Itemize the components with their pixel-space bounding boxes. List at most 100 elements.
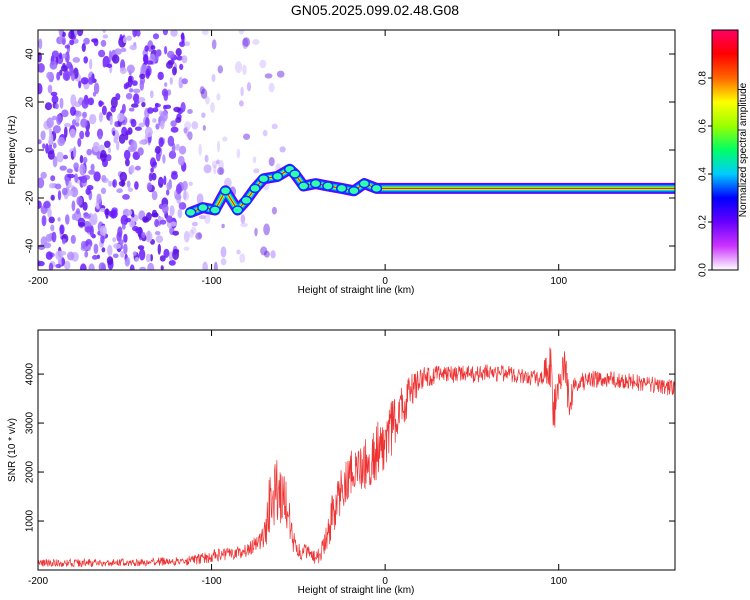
noise-blob <box>108 147 111 154</box>
noise-blob <box>157 71 164 81</box>
ridge-point <box>257 174 270 184</box>
noise-blob <box>79 155 84 164</box>
noise-blob <box>49 61 58 70</box>
noise-blob <box>86 148 92 156</box>
noise-blob <box>259 59 267 69</box>
noise-blob <box>48 144 53 149</box>
noise-blob <box>148 172 153 182</box>
noise-blob <box>175 183 182 195</box>
noise-blob <box>63 122 72 128</box>
noise-blob <box>75 167 79 173</box>
noise-blob <box>166 215 173 223</box>
noise-blob <box>117 112 125 122</box>
noise-blob <box>101 174 107 182</box>
noise-blob <box>98 100 103 107</box>
noise-blob <box>180 102 186 113</box>
noise-blob <box>98 49 106 58</box>
noise-blob <box>173 106 182 113</box>
noise-blob <box>50 224 55 232</box>
noise-blob <box>102 61 107 68</box>
noise-blob <box>108 180 113 187</box>
snr-y-label: SNR (10 * v/v) <box>7 418 18 482</box>
noise-blob <box>84 251 89 258</box>
spectrogram-y-tick-label: 20 <box>25 96 36 108</box>
noise-blob <box>38 260 45 267</box>
noise-blob <box>149 90 154 99</box>
noise-blob <box>221 223 225 229</box>
noise-blob <box>170 30 178 37</box>
noise-blob <box>61 109 69 118</box>
noise-blob <box>191 121 199 130</box>
ridge-point <box>335 183 348 194</box>
noise-blob <box>169 221 177 227</box>
noise-blob <box>51 50 60 59</box>
noise-blob <box>119 67 127 74</box>
noise-blob <box>191 226 197 234</box>
noise-blob <box>155 145 161 154</box>
colorbar-label: Normalized spectral amplitude <box>738 82 749 217</box>
noise-blob <box>61 187 68 196</box>
noise-blob <box>48 133 54 145</box>
noise-blob <box>123 149 131 160</box>
noise-blob <box>49 183 55 189</box>
noise-blob <box>86 184 94 191</box>
noise-blob <box>170 126 179 133</box>
noise-blob <box>81 43 86 52</box>
noise-blob <box>159 255 166 262</box>
noise-blob <box>150 157 156 168</box>
noise-blob <box>116 231 122 242</box>
noise-blob <box>166 189 170 196</box>
figure-title: GN05.2025.099.02.48.G08 <box>291 2 459 18</box>
noise-blob <box>202 261 208 270</box>
noise-blob <box>167 135 175 147</box>
noise-blob <box>177 155 185 166</box>
noise-blob <box>44 102 53 111</box>
snr-x-label: Height of straight line (km) <box>298 585 415 596</box>
noise-blob <box>92 213 98 225</box>
noise-blob <box>82 156 88 164</box>
noise-blob <box>83 56 88 64</box>
noise-blob <box>219 169 224 175</box>
noise-blob <box>38 38 43 50</box>
noise-blob <box>161 88 168 97</box>
ridge-point <box>231 205 244 215</box>
snr-x-tick-label: -100 <box>202 576 222 587</box>
colorbar-tick-label: 0.2 <box>698 215 709 229</box>
noise-blob <box>80 118 88 128</box>
spectrogram-y-axis: -40 -20 0 20 40 <box>25 48 675 253</box>
noise-blob <box>118 133 126 144</box>
snr-series-line <box>38 347 675 568</box>
noise-blob <box>75 122 80 127</box>
noise-blob <box>80 77 89 85</box>
snr-x-tick-label: 0 <box>382 576 388 587</box>
snr-y-tick-label: 2000 <box>25 460 36 483</box>
noise-blob <box>38 52 42 63</box>
colorbar-tick-label: 0.0 <box>698 263 709 277</box>
noise-blob <box>89 58 93 70</box>
noise-blob <box>142 54 149 64</box>
noise-blob <box>67 251 75 261</box>
noise-blob <box>147 107 154 114</box>
noise-blob <box>124 258 130 267</box>
noise-blob <box>85 129 90 138</box>
noise-blob <box>46 117 54 128</box>
noise-blob <box>240 222 248 228</box>
noise-blob <box>167 50 175 59</box>
spectrogram-ridge <box>184 163 675 218</box>
noise-blob <box>189 229 194 238</box>
noise-blob <box>196 193 204 205</box>
noise-blob <box>125 132 129 141</box>
noise-blob <box>146 182 152 192</box>
snr-y-tick-label: 4000 <box>25 363 36 386</box>
noise-blob <box>200 88 208 99</box>
noise-blob <box>59 165 67 171</box>
noise-blob <box>201 112 206 118</box>
noise-blob <box>74 30 78 37</box>
noise-blob <box>98 262 106 270</box>
noise-blob <box>119 171 128 183</box>
noise-blob <box>236 249 241 255</box>
noise-blob <box>144 45 149 52</box>
noise-blob <box>126 180 131 188</box>
